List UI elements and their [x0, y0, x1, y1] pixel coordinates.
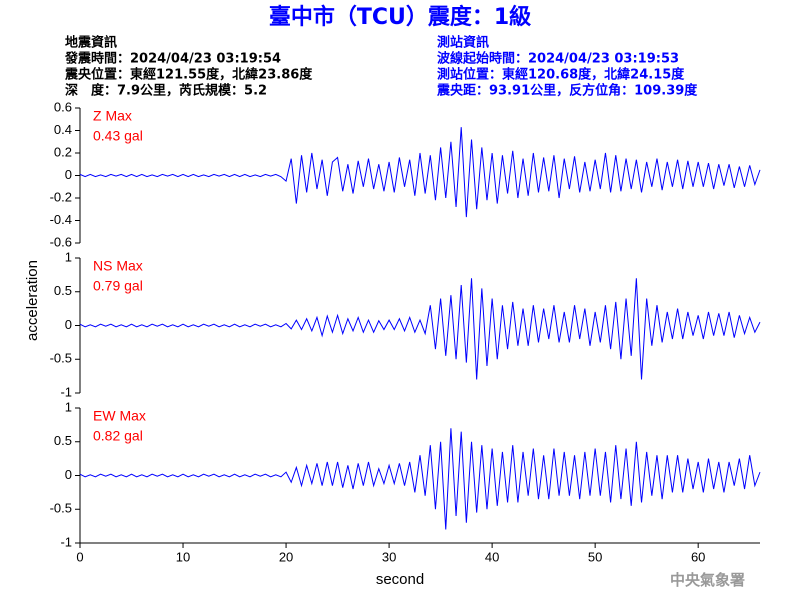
station-info: 測站資訊 — [437, 35, 489, 51]
station-info: 震央距：93.91公里，反方位角：109.39度 — [436, 83, 698, 99]
event-info: 深 度：7.9公里，芮氏規模：5.2 — [65, 83, 267, 99]
y-tick-label: -1 — [60, 534, 72, 549]
event-info: 發震時間：2024/04/23 03:19:54 — [64, 51, 281, 67]
waveform — [79, 278, 761, 380]
x-tick-label: 60 — [691, 549, 705, 564]
title: 臺中市（TCU）震度：1級 — [269, 4, 531, 30]
y-tick-label: -0.2 — [50, 189, 72, 204]
y-tick-label: 0.6 — [54, 99, 72, 114]
y-tick-label: 1 — [65, 249, 72, 264]
x-tick-label: 10 — [176, 549, 190, 564]
y-tick-label: 0.2 — [54, 144, 72, 159]
y-tick-label: -0.4 — [50, 212, 72, 227]
x-tick-label: 30 — [382, 549, 396, 564]
y-tick-label: 0 — [65, 167, 72, 182]
station-info: 測站位置：東經120.68度，北緯24.15度 — [437, 67, 685, 83]
y-tick-label: 0.5 — [54, 283, 72, 298]
waveform — [79, 428, 761, 530]
x-axis-label: second — [376, 571, 424, 588]
y-tick-label: -0.6 — [50, 234, 72, 249]
y-tick-label: 1 — [65, 399, 72, 414]
max-label: 0.82 gal — [93, 428, 143, 444]
y-tick-label: 0 — [65, 317, 72, 332]
event-info: 震央位置：東經121.55度，北緯23.86度 — [64, 67, 313, 83]
y-tick-label: 0.5 — [54, 433, 72, 448]
event-info: 地震資訊 — [65, 35, 117, 51]
x-tick-label: 50 — [588, 549, 602, 564]
footer: 中央氣象署 — [670, 571, 745, 589]
component-label: EW Max — [93, 408, 146, 424]
max-label: 0.43 gal — [93, 128, 143, 144]
component-label: NS Max — [93, 258, 143, 274]
waveform — [79, 127, 761, 218]
station-info: 波線起始時間：2024/04/23 03:19:53 — [437, 51, 679, 67]
component-label: Z Max — [93, 108, 132, 124]
y-tick-label: -0.5 — [50, 351, 72, 366]
x-tick-label: 40 — [485, 549, 499, 564]
y-axis-label: acceleration — [24, 260, 41, 341]
x-tick-label: 0 — [76, 549, 83, 564]
y-tick-label: -1 — [60, 384, 72, 399]
y-tick-label: -0.5 — [50, 501, 72, 516]
y-tick-label: 0.4 — [54, 122, 72, 137]
max-label: 0.79 gal — [93, 278, 143, 294]
y-tick-label: 0 — [65, 467, 72, 482]
x-tick-label: 20 — [279, 549, 293, 564]
